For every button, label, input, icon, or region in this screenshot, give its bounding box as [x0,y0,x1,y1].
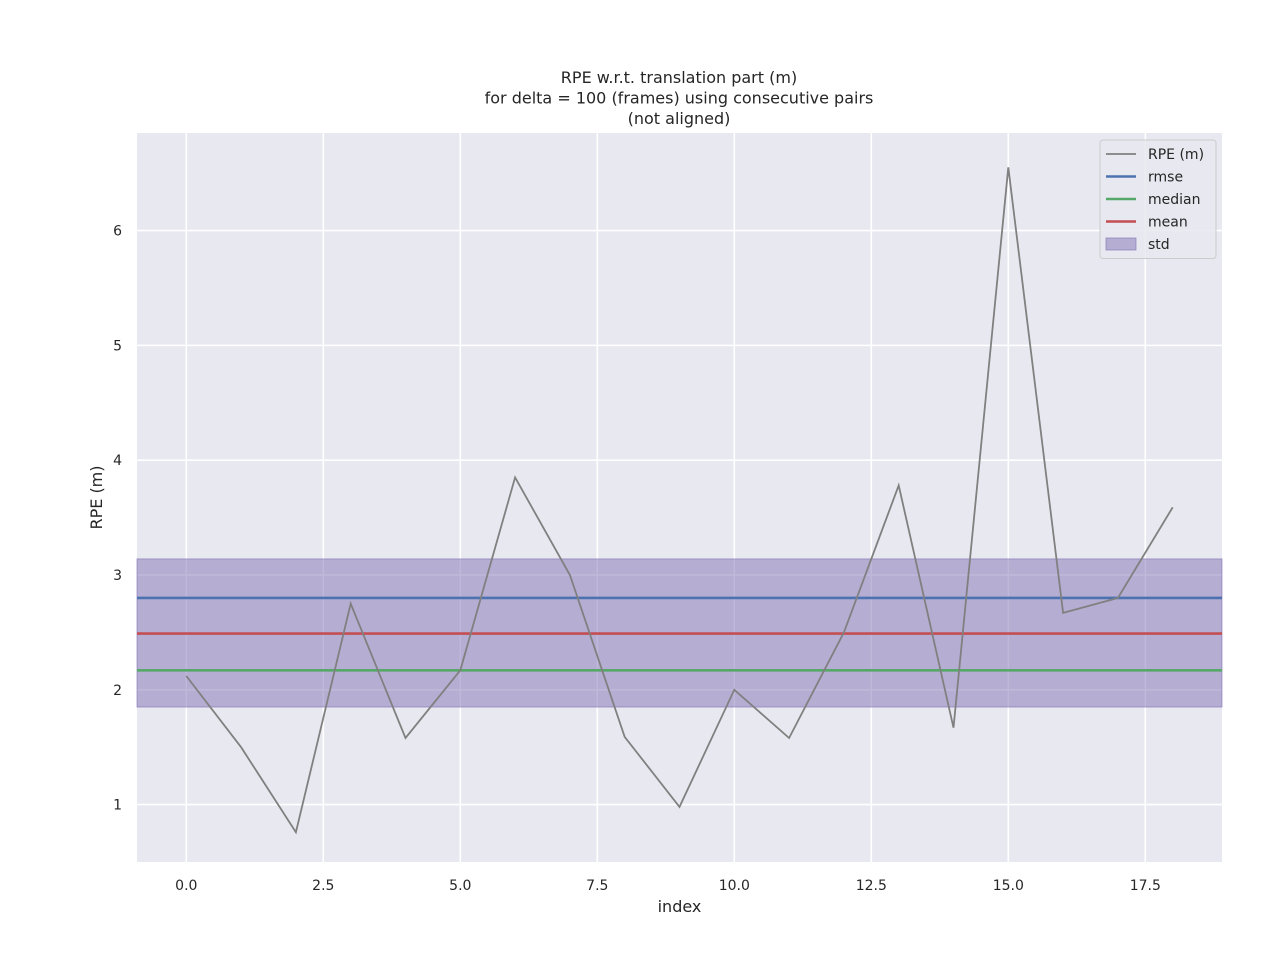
chart-title-line: RPE w.r.t. translation part (m) [561,68,797,87]
chart-title: RPE w.r.t. translation part (m) for delta… [485,68,874,128]
y-tick-label: 2 [113,683,122,699]
x-tick-label: 2.5 [312,878,334,894]
legend-label: rmse [1148,170,1183,186]
x-tick-labels: 0.0 2.5 5.0 7.5 10.0 12.5 15.0 17.5 [175,878,1161,894]
legend-label: RPE (m) [1148,147,1204,163]
x-tick-label: 10.0 [719,878,750,894]
x-tick-label: 0.0 [175,878,197,894]
legend-label: mean [1148,215,1188,231]
legend: RPE (m) rmse median mean std [1099,139,1217,259]
y-tick-label: 5 [113,338,122,354]
y-tick-label: 1 [113,798,122,814]
x-tick-label: 17.5 [1130,878,1161,894]
x-tick-label: 12.5 [856,878,887,894]
y-tick-labels: 1 2 3 4 5 6 [113,224,122,814]
x-axis-label: index [658,897,702,916]
stat-lines-layer [137,596,1222,672]
legend-swatch-std [1105,237,1137,251]
y-tick-label: 3 [113,568,122,584]
legend-label: median [1148,192,1200,208]
y-axis-label: RPE (m) [87,465,106,529]
legend-box [1099,139,1217,259]
y-tick-label: 4 [113,453,122,469]
y-tick-label: 6 [113,224,122,240]
legend-label: std [1148,237,1170,253]
x-tick-label: 15.0 [993,878,1024,894]
series-layer [185,167,1174,835]
x-tick-label: 7.5 [586,878,608,894]
plot-background [137,133,1222,862]
chart-title-line: (not aligned) [628,109,731,128]
chart-title-line: for delta = 100 (frames) using consecuti… [485,89,874,108]
rpe-series-line [185,167,1174,835]
x-tick-label: 5.0 [449,878,471,894]
